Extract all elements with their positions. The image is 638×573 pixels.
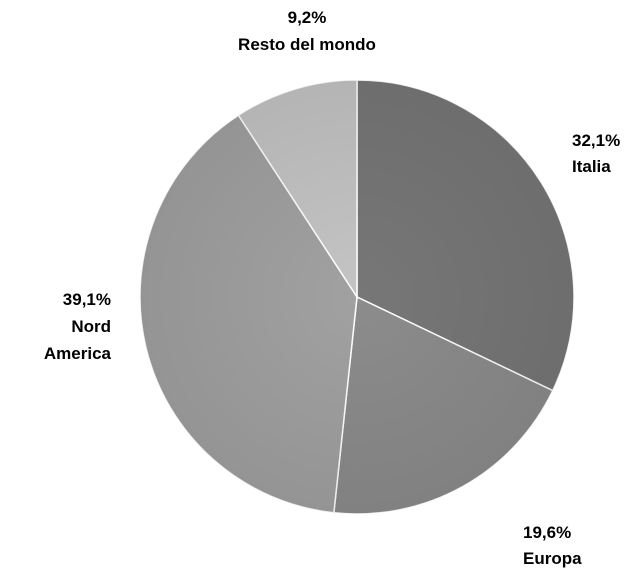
label-resto-del-mondo: 9,2% Resto del mondo [238,8,376,54]
label-nord-america: 39,1% Nord America [44,290,112,363]
italia-percent: 32,1% [572,131,620,150]
europa-percent: 19,6% [523,523,571,542]
label-italia: 32,1% Italia [572,131,620,176]
italia-label: Italia [572,157,611,176]
europa-label: Europa [523,549,582,568]
nord-america-label-line-1: Nord [71,317,111,336]
nord-america-label-line-2: America [44,344,112,363]
resto-del-mondo-percent: 9,2% [288,8,327,27]
resto-del-mondo-label: Resto del mondo [238,35,376,54]
nord-america-percent: 39,1% [63,290,111,309]
label-europa: 19,6% Europa [523,523,582,568]
pie-slices [139,79,575,515]
